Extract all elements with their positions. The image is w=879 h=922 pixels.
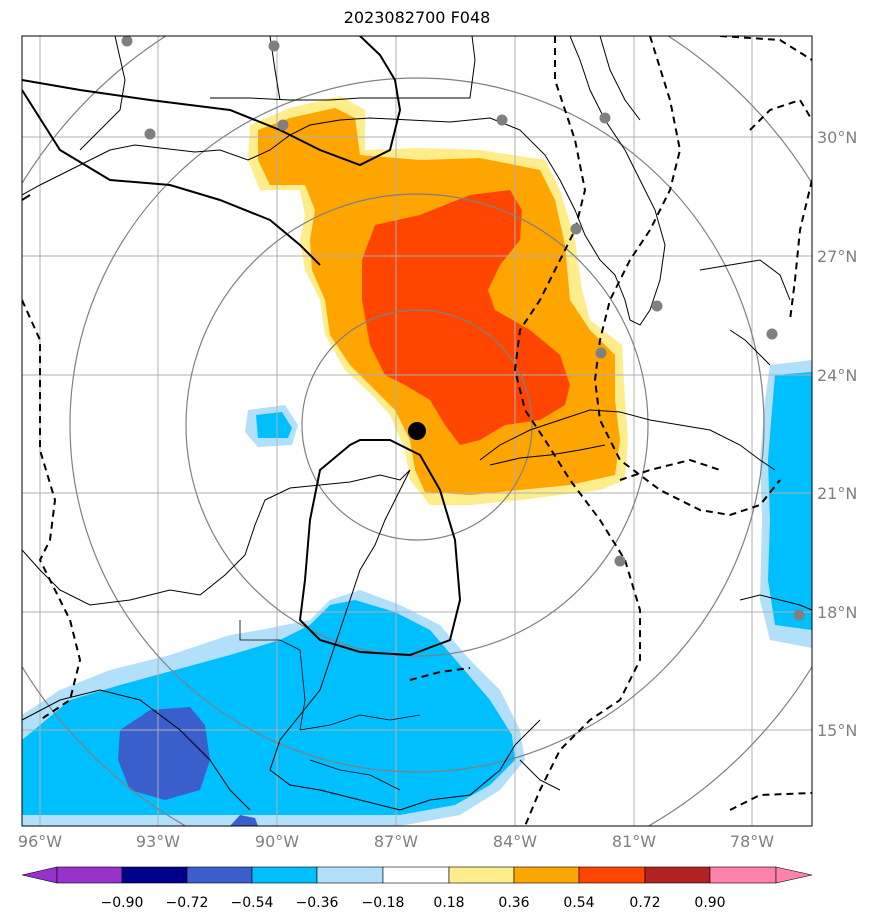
colorbar-bin: [186, 866, 253, 884]
coastlines: [22, 36, 812, 811]
colorbar-tick-label: 0.54: [563, 895, 594, 911]
country-borders: [239, 620, 421, 791]
colorbar-bin: [578, 866, 646, 884]
lat-label: 18°N: [817, 603, 857, 622]
dashed-contours: [22, 36, 812, 826]
lat-label: 27°N: [817, 247, 857, 266]
colorbar-bin: [448, 866, 515, 884]
colorbar-tick-label: −0.90: [101, 895, 144, 911]
colorbar-bin: [121, 866, 188, 884]
positive-anomaly-field: [248, 96, 628, 505]
colorbar-extend-high: [775, 866, 813, 884]
lon-label: 78°W: [730, 832, 774, 851]
map-frame: [21, 35, 813, 827]
station-markers: [121, 36, 805, 621]
colorbar-bin: [251, 866, 318, 884]
lon-label: 93°W: [136, 832, 180, 851]
colorbar-tick-label: 0.72: [629, 895, 660, 911]
lat-gridlines: [22, 136, 812, 731]
lat-label: 30°N: [817, 128, 857, 147]
map-title: 2023082700 F048: [343, 8, 491, 27]
colorbar-bin: [56, 866, 123, 884]
colorbar-tick-label: −0.36: [296, 895, 339, 911]
colorbar-extend-low: [21, 866, 58, 884]
colorbar: [21, 866, 813, 884]
colorbar-tick-label: 0.36: [498, 895, 529, 911]
lat-label: 15°N: [817, 721, 857, 740]
storm-center-marker: [408, 422, 426, 440]
solid-contours: [22, 36, 462, 657]
lat-label: 24°N: [817, 366, 857, 385]
colorbar-tick-label: −0.54: [231, 895, 274, 911]
lat-axis-labels: 30°N 27°N 24°N 21°N 18°N 15°N: [817, 128, 857, 740]
colorbar-bin: [513, 866, 580, 884]
colorbar-bin: [644, 866, 711, 884]
lon-label: 96°W: [18, 832, 62, 851]
lat-label: 21°N: [817, 484, 857, 503]
colorbar-tick-label: −0.18: [362, 895, 405, 911]
colorbar-tick-label: 0.90: [694, 895, 725, 911]
colorbar-tick-labels: −0.90 −0.72 −0.54 −0.36 −0.18 0.18 0.36 …: [101, 895, 726, 911]
colorbar-tick-label: −0.72: [166, 895, 209, 911]
lon-label: 84°W: [493, 832, 537, 851]
colorbar-bin: [316, 866, 384, 884]
colorbar-tick-label: 0.18: [433, 895, 464, 911]
lon-label: 90°W: [255, 832, 299, 851]
lon-axis-labels: 96°W 93°W 90°W 87°W 84°W 81°W 78°W: [18, 832, 774, 851]
colorbar-bin: [709, 866, 777, 884]
range-rings: [22, 36, 812, 826]
lon-label: 87°W: [374, 832, 418, 851]
colorbar-bin: [382, 866, 450, 884]
lon-label: 81°W: [612, 832, 656, 851]
